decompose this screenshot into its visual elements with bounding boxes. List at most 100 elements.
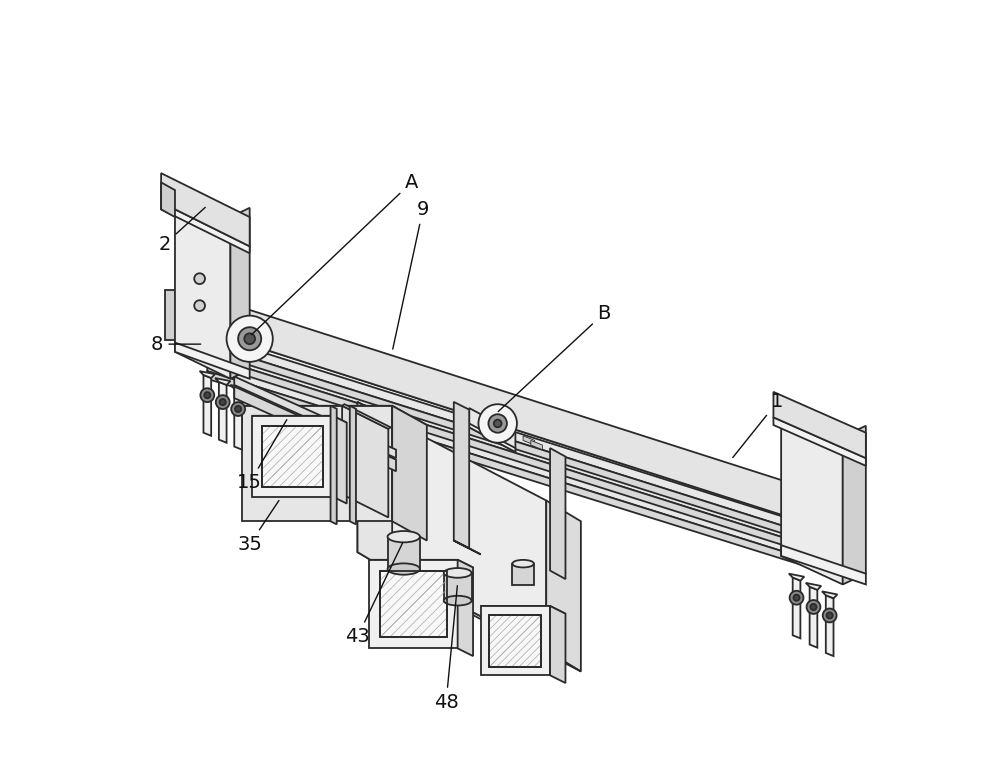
Polygon shape (200, 371, 215, 378)
Text: A: A (252, 173, 418, 335)
Polygon shape (234, 376, 396, 458)
Polygon shape (392, 406, 427, 540)
Ellipse shape (444, 568, 472, 577)
Ellipse shape (512, 560, 534, 567)
Polygon shape (234, 389, 242, 450)
Polygon shape (781, 545, 866, 584)
Circle shape (238, 327, 261, 350)
Polygon shape (781, 408, 843, 584)
Circle shape (227, 315, 273, 362)
Polygon shape (550, 606, 565, 683)
Circle shape (244, 333, 255, 344)
Circle shape (478, 404, 517, 443)
Polygon shape (531, 441, 542, 450)
Polygon shape (207, 356, 847, 565)
Polygon shape (342, 406, 388, 517)
Polygon shape (793, 577, 800, 638)
Circle shape (194, 274, 205, 284)
Polygon shape (188, 290, 862, 540)
Text: 15: 15 (237, 420, 287, 492)
Circle shape (823, 608, 837, 622)
Circle shape (231, 402, 245, 416)
Polygon shape (481, 606, 565, 614)
Circle shape (810, 604, 817, 610)
Polygon shape (207, 346, 847, 557)
Polygon shape (215, 378, 230, 385)
Polygon shape (262, 426, 323, 486)
Circle shape (200, 388, 214, 402)
Polygon shape (219, 382, 227, 443)
Circle shape (793, 594, 800, 601)
Polygon shape (333, 416, 347, 503)
Text: 48: 48 (434, 586, 458, 712)
Polygon shape (826, 595, 834, 656)
Circle shape (488, 414, 507, 433)
Polygon shape (369, 560, 473, 567)
Polygon shape (789, 574, 804, 581)
Polygon shape (207, 344, 847, 553)
Ellipse shape (444, 596, 472, 605)
Polygon shape (161, 203, 250, 254)
Polygon shape (203, 375, 211, 436)
Polygon shape (512, 564, 534, 585)
Polygon shape (358, 402, 392, 573)
Circle shape (220, 399, 226, 405)
Polygon shape (242, 406, 427, 425)
Circle shape (235, 406, 241, 412)
Polygon shape (358, 402, 546, 651)
Polygon shape (380, 571, 447, 637)
Text: 8: 8 (151, 335, 201, 353)
Polygon shape (207, 371, 847, 579)
Polygon shape (207, 362, 847, 571)
Polygon shape (358, 552, 581, 672)
Text: 1: 1 (733, 393, 783, 458)
Text: 43: 43 (345, 543, 403, 646)
Polygon shape (207, 335, 847, 546)
Polygon shape (388, 536, 420, 569)
Text: 35: 35 (237, 500, 279, 554)
Polygon shape (843, 426, 866, 584)
Circle shape (494, 420, 502, 427)
Polygon shape (369, 560, 458, 649)
Polygon shape (252, 416, 333, 496)
Polygon shape (188, 325, 862, 556)
Polygon shape (252, 416, 347, 423)
Polygon shape (489, 615, 541, 666)
Polygon shape (546, 500, 581, 672)
Text: 9: 9 (393, 200, 429, 349)
Polygon shape (822, 591, 837, 598)
Polygon shape (454, 402, 469, 548)
Polygon shape (161, 182, 175, 217)
Polygon shape (773, 417, 866, 466)
Polygon shape (175, 190, 230, 379)
Polygon shape (469, 424, 515, 452)
Circle shape (827, 612, 833, 618)
Polygon shape (342, 404, 391, 429)
Polygon shape (469, 408, 515, 452)
Polygon shape (444, 573, 472, 601)
Polygon shape (161, 173, 250, 247)
Circle shape (807, 600, 820, 614)
Polygon shape (350, 406, 356, 524)
Circle shape (790, 591, 803, 604)
Circle shape (216, 395, 230, 409)
Polygon shape (234, 386, 396, 472)
Polygon shape (523, 436, 535, 445)
Polygon shape (806, 583, 821, 590)
Polygon shape (165, 290, 188, 340)
Circle shape (194, 300, 205, 311)
Polygon shape (230, 208, 250, 379)
Text: 2: 2 (159, 207, 205, 254)
Polygon shape (454, 540, 481, 554)
Circle shape (204, 392, 210, 398)
Polygon shape (773, 392, 866, 458)
Polygon shape (481, 606, 550, 676)
Polygon shape (550, 448, 565, 579)
Ellipse shape (388, 564, 420, 574)
Polygon shape (230, 385, 246, 392)
Polygon shape (331, 406, 337, 524)
Ellipse shape (388, 531, 420, 543)
Polygon shape (458, 560, 473, 656)
Polygon shape (810, 587, 817, 648)
Text: B: B (498, 304, 611, 411)
